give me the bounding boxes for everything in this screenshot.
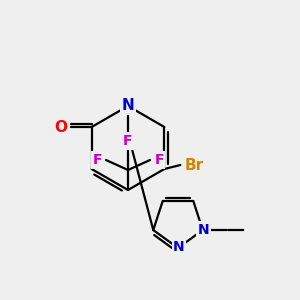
Text: F: F (92, 153, 102, 167)
Text: O: O (54, 119, 67, 134)
Text: F: F (123, 134, 133, 148)
Text: N: N (173, 240, 185, 254)
Text: F: F (154, 153, 164, 167)
Text: Br: Br (185, 158, 204, 172)
Text: N: N (198, 223, 209, 237)
Text: N: N (122, 98, 134, 113)
